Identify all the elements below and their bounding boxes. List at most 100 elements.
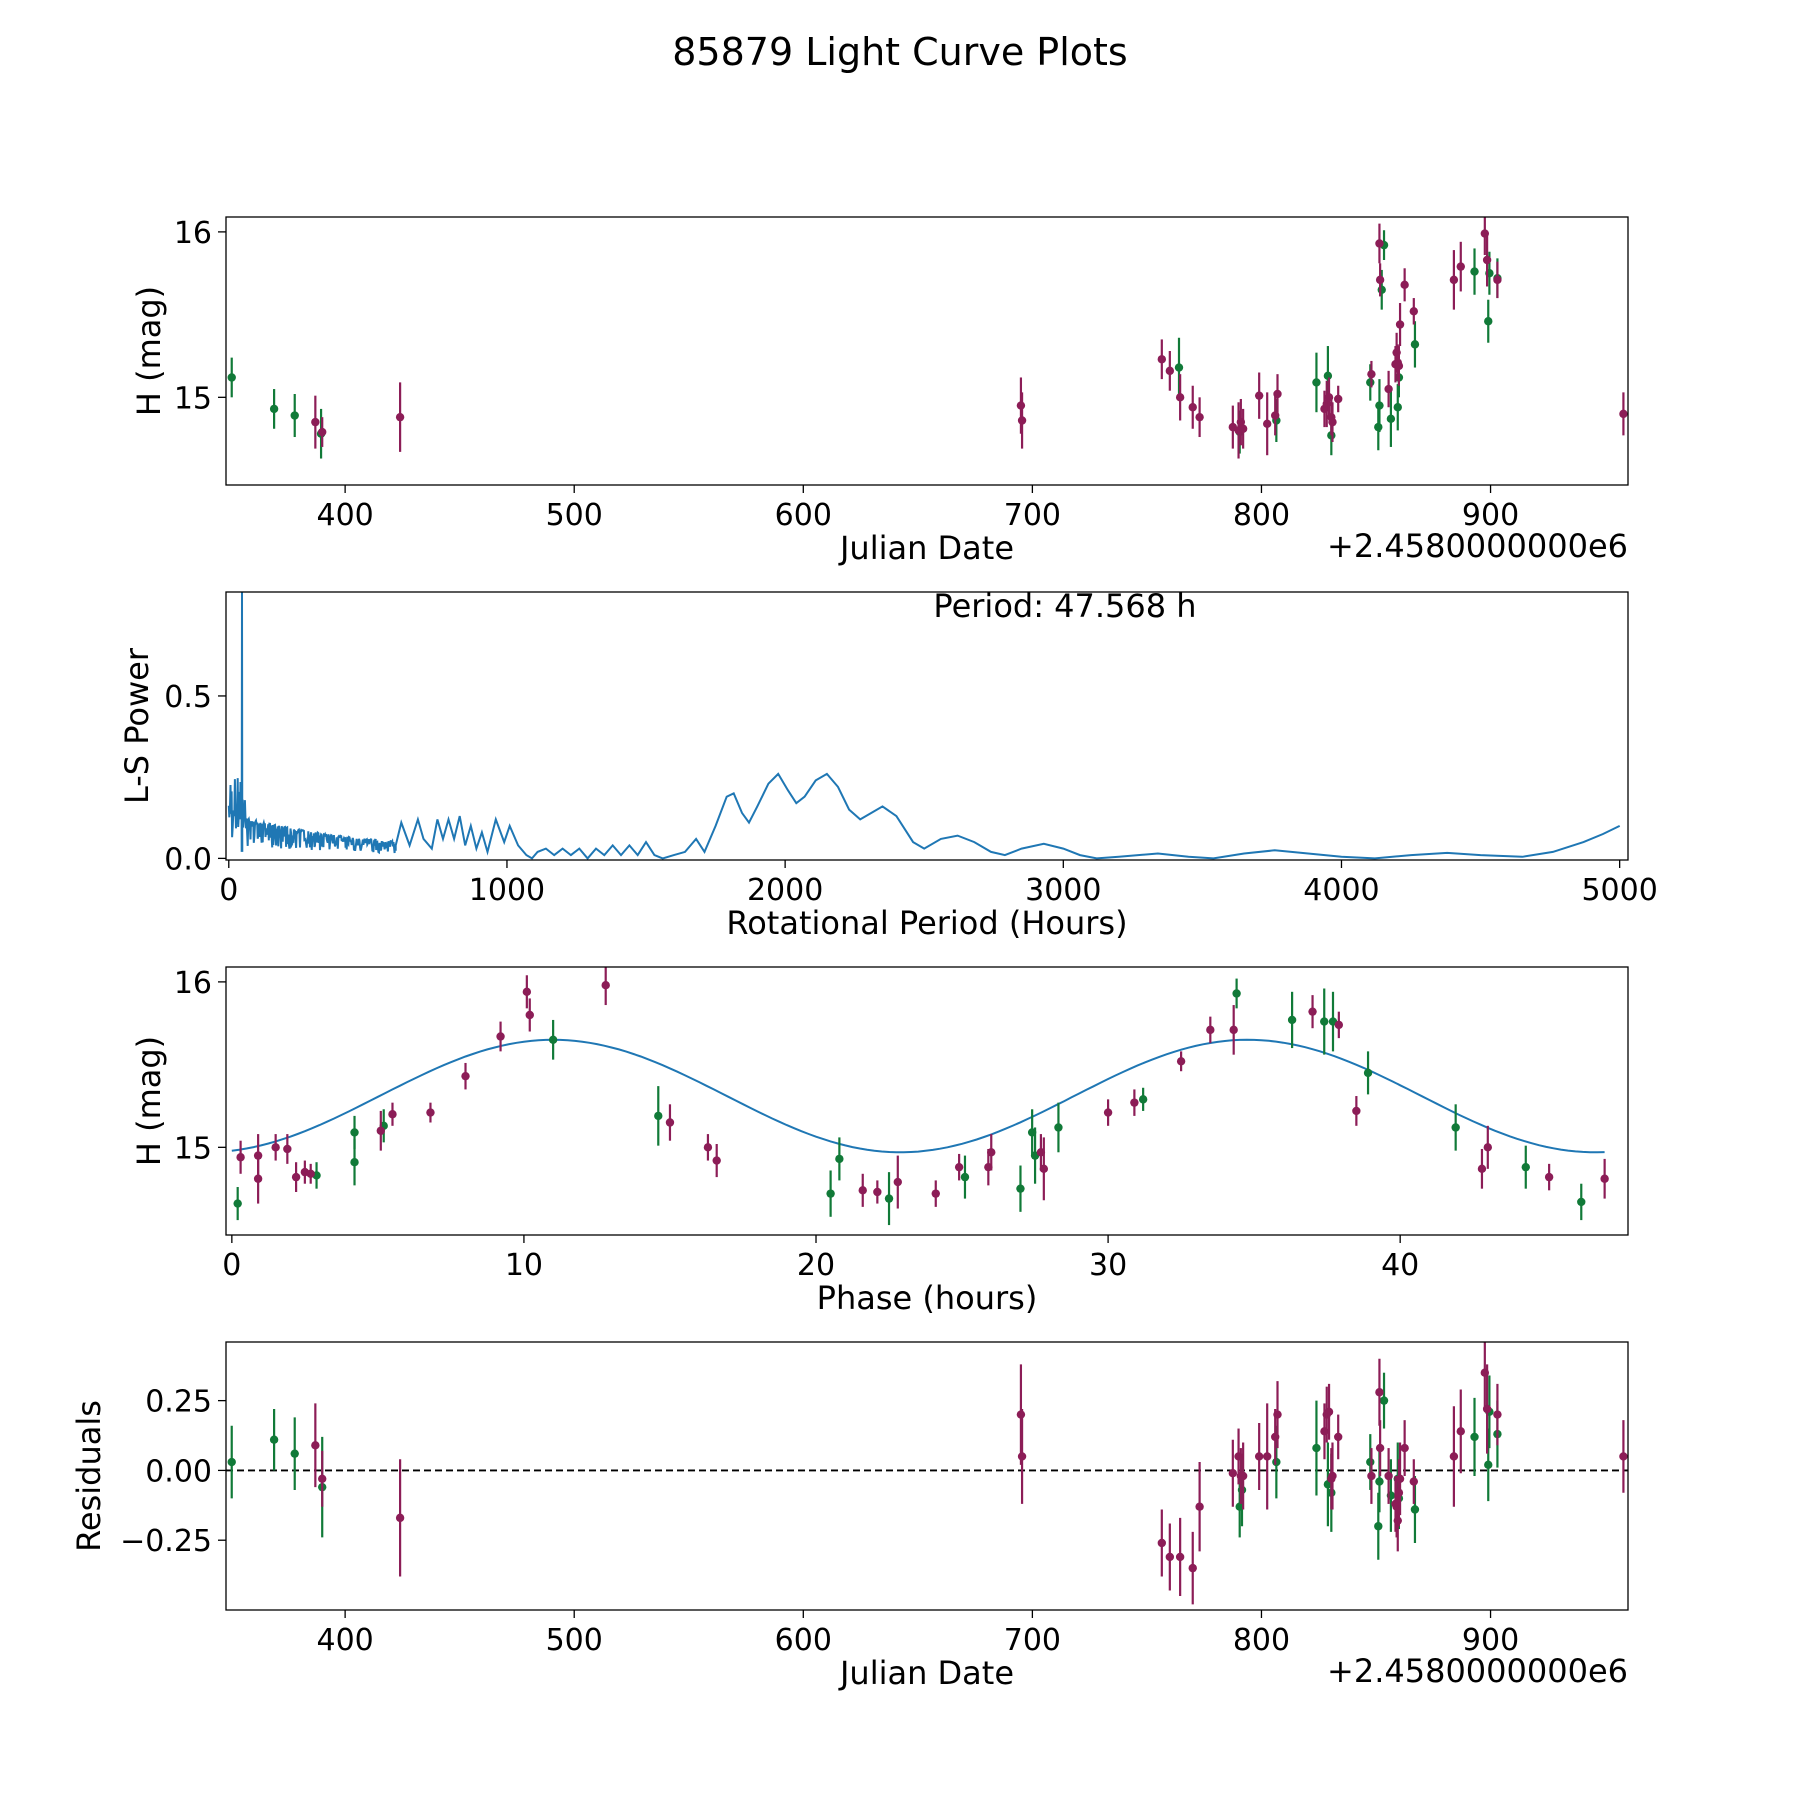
data-point: [1477, 1164, 1487, 1174]
data-point: [350, 1128, 359, 1137]
x-tick-label: 900: [1462, 1623, 1519, 1658]
data-point: [1375, 1477, 1384, 1486]
data-point: [873, 1187, 882, 1197]
data-point: [1386, 414, 1396, 424]
data-point: [703, 1143, 713, 1152]
x-tick-label: 700: [1004, 1623, 1061, 1658]
data-point: [290, 411, 299, 420]
ls-power-line: [227, 592, 1621, 860]
data-point: [269, 1435, 279, 1444]
data-point: [1157, 1538, 1167, 1548]
data-point: [227, 1457, 236, 1467]
data-point: [1375, 401, 1384, 410]
plot-content: [226, 1342, 1628, 1605]
data-point: [1262, 419, 1272, 428]
series-green: [227, 1372, 1502, 1560]
data-point: [1039, 1164, 1049, 1174]
data-point: [269, 404, 279, 414]
data-point: [1328, 417, 1337, 427]
data-point: [1273, 389, 1282, 399]
data-point: [318, 427, 327, 437]
data-point: [1493, 275, 1502, 285]
data-point: [283, 1144, 292, 1154]
periodogram-ticks: 0 1000 2000 3000 4000 5000 0.0 0.5: [164, 680, 1658, 908]
data-point: [1188, 403, 1197, 412]
data-point: [1395, 1474, 1405, 1483]
data-point: [395, 1513, 405, 1523]
y-tick-label: 15: [174, 1131, 212, 1166]
data-point: [522, 987, 532, 997]
data-point: [1273, 1410, 1282, 1419]
x-tick-label: 30: [1089, 1248, 1127, 1283]
data-point: [1188, 1563, 1197, 1573]
data-point: [1393, 1516, 1402, 1525]
data-point: [291, 1172, 301, 1182]
data-point: [1138, 1095, 1148, 1104]
data-point: [960, 1172, 970, 1182]
y-tick-label: 15: [174, 381, 212, 416]
plot-content: [227, 592, 1621, 860]
data-point: [525, 1010, 534, 1020]
data-point: [1367, 369, 1376, 379]
data-point: [1157, 355, 1167, 364]
data-point: [395, 412, 405, 422]
data-point: [1328, 1471, 1337, 1481]
data-point: [1384, 384, 1393, 394]
y-tick-label: 0.00: [145, 1454, 212, 1489]
data-point: [1272, 1457, 1281, 1467]
x-tick-label: 800: [1233, 1623, 1290, 1658]
lightcurve-xlabel: Julian Date: [838, 529, 1014, 567]
data-point: [1375, 1388, 1384, 1397]
lightcurve-panel: 400 500 600 700 800 900 15 16 Julian Date +2.45…: [130, 216, 1629, 567]
data-point: [893, 1177, 902, 1187]
data-point: [858, 1186, 867, 1195]
data-point: [1367, 1471, 1376, 1481]
data-point: [1449, 275, 1459, 285]
data-point: [290, 1449, 299, 1458]
data-point: [826, 1189, 835, 1198]
data-point: [1577, 1197, 1586, 1207]
data-point: [1456, 1427, 1465, 1436]
data-point: [1165, 366, 1175, 376]
phased-ticks: 0 10 20 30 40 15 16: [174, 966, 1419, 1283]
data-point: [1334, 1020, 1344, 1030]
data-point: [1363, 1068, 1373, 1078]
x-tick-label: 800: [1233, 498, 1290, 533]
data-point: [1470, 1432, 1479, 1442]
data-point: [1254, 1452, 1264, 1461]
x-tick-label: 4000: [1303, 873, 1379, 908]
data-point: [1017, 416, 1027, 425]
data-point: [426, 1108, 435, 1117]
data-point: [1016, 1184, 1025, 1193]
data-point: [1017, 1452, 1027, 1461]
data-point: [1176, 1057, 1186, 1066]
data-point: [1229, 1025, 1238, 1035]
data-point: [388, 1110, 397, 1119]
data-point: [601, 980, 610, 990]
data-point: [496, 1032, 505, 1041]
lightcurve-ylabel: H (mag): [130, 286, 168, 416]
data-point: [1400, 1443, 1409, 1453]
data-point: [1054, 1123, 1063, 1132]
data-point: [227, 373, 236, 382]
data-point: [1366, 378, 1375, 387]
data-point: [931, 1189, 940, 1198]
data-point: [954, 1162, 964, 1172]
series-maroon: [236, 967, 1609, 1209]
data-point: [1483, 1143, 1493, 1152]
data-point: [1394, 361, 1404, 371]
data-point: [987, 1148, 996, 1157]
x-tick-label: 20: [797, 1248, 835, 1283]
y-tick-label: 16: [174, 216, 212, 251]
lightcurve-ticks: 400 500 600 700 800 900 15 16: [174, 216, 1519, 533]
x-tick-label: 600: [775, 498, 832, 533]
lightcurve-offset-text: +2.4580000000e6: [1327, 527, 1628, 565]
x-tick-label: 0: [222, 1248, 241, 1283]
data-point: [1238, 1471, 1248, 1481]
phased-ylabel: H (mag): [130, 1036, 168, 1166]
residuals-offset-text: +2.4580000000e6: [1327, 1652, 1628, 1690]
data-point: [1174, 363, 1184, 372]
data-point: [1175, 1552, 1185, 1562]
residuals-xlabel: Julian Date: [838, 1654, 1014, 1692]
